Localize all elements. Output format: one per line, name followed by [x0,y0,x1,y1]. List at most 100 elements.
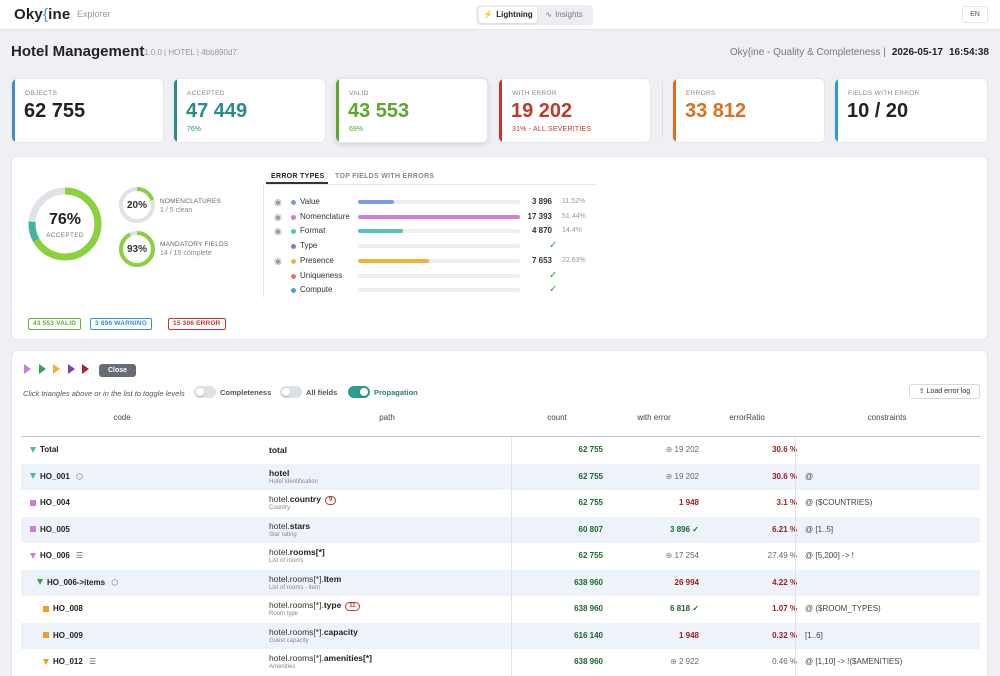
language-select[interactable]: EN [962,6,988,23]
collapse-triangle-icon[interactable] [30,473,36,480]
col-header-count[interactable]: count [547,413,567,422]
row-code[interactable]: HO_006 ☰ [30,551,83,560]
col-header-path[interactable]: path [379,413,395,422]
table-row[interactable]: Total total 62 755 ⊕ 19 202 30.6 % [21,437,980,464]
error-type-row[interactable]: ◉ Presence 7 653 22.63% [274,256,604,268]
stat-card-objects[interactable]: OBJECTS 62 755 [11,78,164,143]
eye-icon[interactable]: ◉ [274,197,282,207]
row-code[interactable]: HO_009 [43,631,83,640]
row-with-error[interactable]: 3 896 ✓ [621,525,699,534]
row-code[interactable]: HO_012 ☰ [43,657,96,666]
row-code[interactable]: HO_006->items ⬡ [37,578,118,587]
col-header-code[interactable]: code [113,413,131,422]
error-type-dot [291,244,296,250]
stat-card-with-error[interactable]: WITH ERROR 19 202 31% - ALL SEVERITIES [498,78,651,143]
stat-card-valid[interactable]: VALID 43 553 69% [335,78,488,143]
level-square-icon[interactable] [43,632,49,639]
mode-lightning-button[interactable]: ⚡ Lightning [479,7,537,23]
level-toggle-triangle[interactable] [82,364,89,374]
tab-top-fields[interactable]: TOP FIELDS WITH ERRORS [335,173,435,180]
level-square-icon[interactable] [30,526,36,533]
active-tab-indicator [266,182,328,184]
error-type-row[interactable]: ◉ Format 4 870 14.4% [274,226,604,238]
row-with-error[interactable]: 1 948 [621,498,699,507]
table-row[interactable]: HO_004 hotel.country 9 Country 62 755 1 948 3.… [21,490,980,517]
error-type-ratio: 22.63% [562,256,586,264]
row-code-text: HO_009 [53,630,83,640]
collapse-triangle-icon[interactable] [30,446,36,453]
toggle-completeness[interactable] [194,386,216,398]
row-with-error[interactable]: ⊕ 19 202 [621,472,699,481]
row-code[interactable]: HO_008 [43,604,83,613]
load-error-log-button[interactable]: ⇪ Load error log [909,384,980,399]
error-type-row[interactable]: Type ✓ [274,240,604,253]
tab-error-types[interactable]: ERROR TYPES [271,173,325,180]
level-toggle-triangle[interactable] [53,364,60,374]
row-with-error[interactable]: ⊕ 17 254 [621,551,699,560]
status-pill[interactable]: 43 553 VALID [28,318,82,330]
collapse-triangle-icon[interactable] [30,552,36,559]
row-code[interactable]: Total [30,445,59,454]
collapse-triangle-icon[interactable] [37,579,43,586]
row-path-field: type [323,600,342,610]
toggle-all-fields[interactable] [280,386,302,398]
table-row[interactable]: HO_006->items ⬡ hotel.rooms[*].Item List o… [21,569,980,596]
table-row[interactable]: HO_006 ☰ hotel.rooms[*] List of rooms 62 75… [21,543,980,570]
eye-icon[interactable]: ◉ [274,211,282,222]
level-toggle-triangle[interactable] [38,364,46,374]
row-error-ratio: 3.1 % [776,498,797,507]
card-accent [174,79,177,142]
table-row[interactable]: HO_009 hotel.rooms[*].capacity Guest capac… [21,622,980,649]
nomenclature-badge[interactable]: 9 [324,496,337,505]
row-code[interactable]: HO_005 [30,525,70,534]
col-header-error-ratio[interactable]: errorRatio [729,413,765,422]
app-logo[interactable]: Oky{ine [14,6,71,23]
accepted-label: ACCEPTED [46,232,84,239]
status-pill[interactable]: 3 896 WARNING [90,318,153,330]
table-row[interactable]: HO_005 hotel.stars Star rating 60 807 3 896 … [21,516,980,543]
row-code-text: Total [40,445,59,454]
nomenclature-badge[interactable]: 11 [345,602,360,611]
level-square-icon[interactable] [43,605,49,612]
error-type-dot [291,200,296,205]
stat-card-accepted[interactable]: ACCEPTED 47 449 76% [173,78,326,143]
level-square-icon[interactable] [30,499,36,506]
col-header-with-error[interactable]: with error [637,413,671,422]
collapse-triangle-icon[interactable] [43,658,49,665]
error-type-count: 17 393 [527,211,552,221]
table-row[interactable]: HO_001 ⬡ hotel Hotel identification 62 755 ⊕… [21,463,980,490]
close-levels-button[interactable]: Close [99,364,136,377]
row-code[interactable]: HO_004 [30,498,70,507]
col-header-constraints[interactable]: constraints [867,413,907,422]
toggle-propagation[interactable] [348,386,370,398]
row-with-error[interactable]: 1 948 [621,631,699,640]
table-row[interactable]: HO_012 ☰ hotel.rooms[*].amenities[*] Ameni… [21,649,980,676]
eye-icon[interactable]: ◉ [274,255,282,266]
error-type-row[interactable]: ◉ Value 3 896 11.52% [274,197,604,209]
row-path-field: rooms[*] [289,547,325,557]
mode-insights-button[interactable]: ∿ Insights [545,10,583,19]
stat-card-fields-with-error[interactable]: FIELDS WITH ERROR 10 / 20 [834,78,988,143]
row-code[interactable]: HO_001 ⬡ [30,472,83,481]
row-with-error[interactable]: ⊕ 2 922 [621,657,699,666]
level-toggle-triangle[interactable] [67,364,75,374]
toggle-label[interactable]: Propagation [374,388,418,397]
row-with-error[interactable]: ⊕ 19 202 [621,445,699,454]
row-constraints: @ [5,200] -> ! [805,551,854,560]
table-row[interactable]: HO_008 hotel.rooms[*].type 11 Room type 638 … [21,596,980,623]
row-with-error[interactable]: 6 818 ✓ [621,604,699,613]
toggle-label[interactable]: All fields [306,388,338,397]
row-with-error[interactable]: 26 994 [621,578,699,587]
status-pill[interactable]: 15 306 ERROR [168,318,226,330]
stat-card-errors[interactable]: ERRORS 33 812 [672,78,825,143]
level-toggle-triangle[interactable] [24,364,31,374]
nomenclatures-percent: 20% [126,200,147,211]
eye-icon[interactable]: ◉ [274,226,282,237]
row-path: hotel.rooms[*].type 11 [269,600,360,611]
error-type-row[interactable]: Uniqueness ✓ [274,270,604,283]
error-type-row[interactable]: ◉ Nomenclature 17 393 51.44% [274,212,604,224]
card-accent [336,79,339,142]
row-count: 62 755 [578,551,603,560]
error-type-row[interactable]: Compute ✓ [274,284,604,297]
toggle-label[interactable]: Completeness [220,388,272,397]
